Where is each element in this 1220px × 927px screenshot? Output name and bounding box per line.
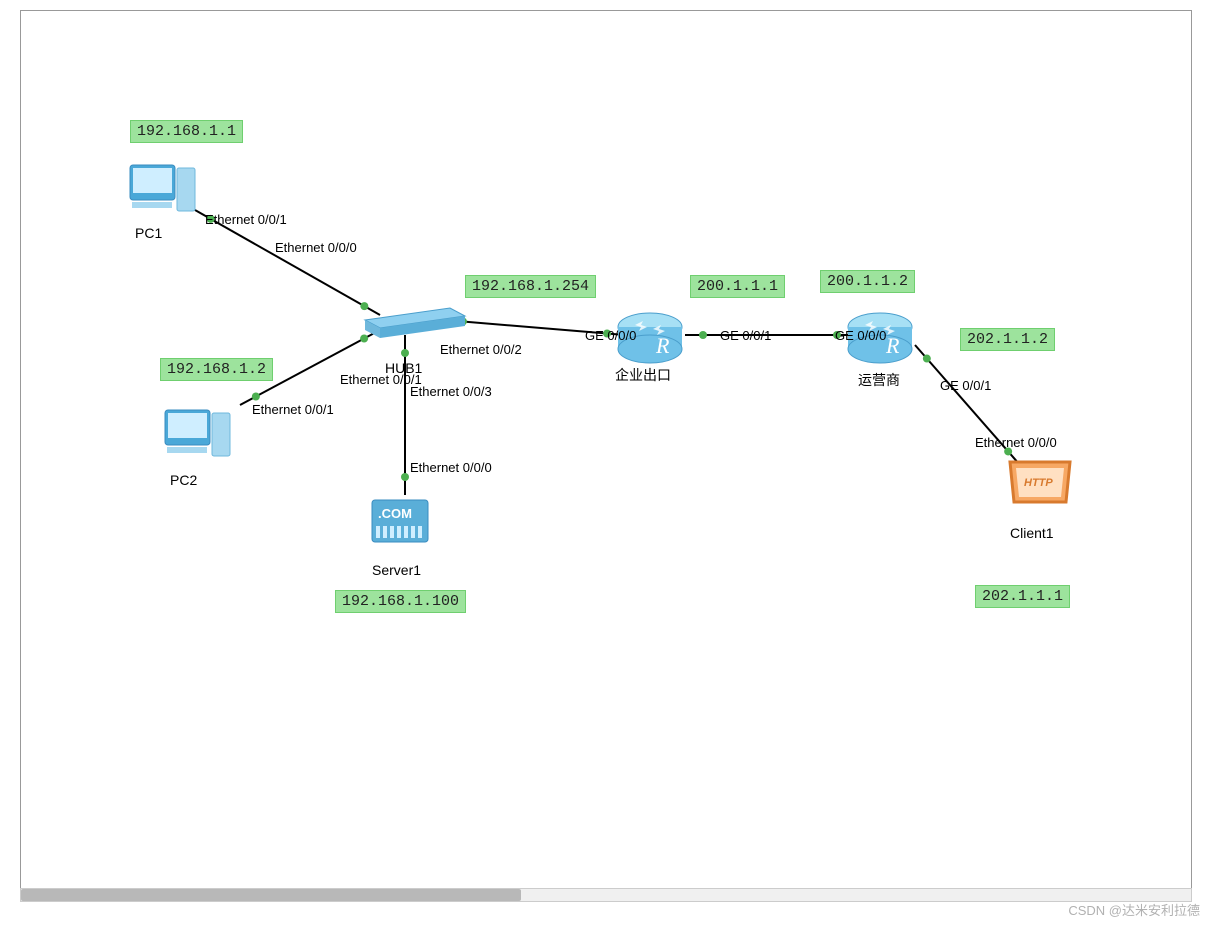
- svg-text:.COM: .COM: [378, 506, 412, 521]
- svg-text:R: R: [655, 333, 670, 358]
- endpoint-dot: [699, 331, 707, 339]
- server-icon[interactable]: .COM: [372, 500, 428, 542]
- interface-label: Ethernet 0/0/0: [275, 240, 357, 255]
- device-label: PC2: [170, 472, 197, 488]
- hub-icon[interactable]: [365, 308, 465, 338]
- ip-label: 200.1.1.1: [690, 275, 785, 298]
- ip-label: 192.168.1.2: [160, 358, 273, 381]
- ip-label: 202.1.1.2: [960, 328, 1055, 351]
- scrollbar-thumb[interactable]: [21, 889, 521, 901]
- horizontal-scrollbar[interactable]: [20, 888, 1192, 902]
- ip-label: 202.1.1.1: [975, 585, 1070, 608]
- ip-label: 192.168.1.100: [335, 590, 466, 613]
- interface-label: Ethernet 0/0/0: [410, 460, 492, 475]
- diagram-canvas: R R .COM HTTP 192.168.1.1 192.168.1.2 192.168…: [0, 0, 1220, 927]
- endpoint-dot: [360, 335, 368, 343]
- device-label: Client1: [1010, 525, 1054, 541]
- svg-text:R: R: [885, 333, 900, 358]
- ip-label: 192.168.1.254: [465, 275, 596, 298]
- interface-label: Ethernet 0/0/1: [252, 402, 334, 417]
- device-label: Server1: [372, 562, 421, 578]
- ip-label: 192.168.1.1: [130, 120, 243, 143]
- device-label: 企业出口: [615, 365, 671, 385]
- pc-icon[interactable]: [165, 410, 230, 456]
- endpoint-dot: [401, 349, 409, 357]
- ip-label: 200.1.1.2: [820, 270, 915, 293]
- interface-label: Ethernet 0/0/2: [440, 342, 522, 357]
- client-icon[interactable]: HTTP: [1010, 462, 1070, 502]
- interface-label: GE 0/0/0: [835, 328, 886, 343]
- interface-label: Ethernet 0/0/0: [975, 435, 1057, 450]
- interface-label: Ethernet 0/0/3: [410, 384, 492, 399]
- watermark: CSDN @达米安利拉德: [1068, 900, 1200, 919]
- device-label: 运营商: [858, 370, 900, 390]
- endpoint-dot: [252, 393, 260, 401]
- endpoint-dot: [360, 302, 368, 310]
- svg-text:HTTP: HTTP: [1024, 477, 1053, 489]
- interface-label: Ethernet 0/0/1: [205, 212, 287, 227]
- interface-label: GE 0/0/1: [940, 378, 991, 393]
- interface-label: GE 0/0/1: [720, 328, 771, 343]
- pc-icon[interactable]: [130, 165, 195, 211]
- endpoint-dot: [401, 473, 409, 481]
- device-label: PC1: [135, 225, 162, 241]
- interface-label: GE 0/0/0: [585, 328, 636, 343]
- endpoint-dot: [923, 355, 931, 363]
